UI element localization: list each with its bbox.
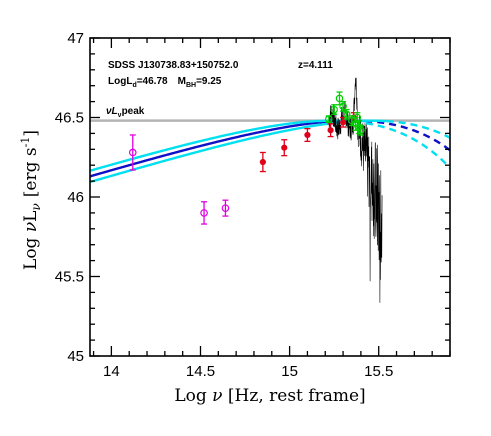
red-point <box>259 158 266 166</box>
magenta-point <box>128 148 137 157</box>
disk-model-lower-dashed <box>386 119 450 140</box>
peak-sub: ν <box>118 112 122 119</box>
y-label-symbol: ν <box>21 222 41 232</box>
axis-ticks <box>90 37 451 357</box>
x-label-symbol: ν <box>212 386 222 406</box>
log-ld-value: =46.78 <box>137 76 168 87</box>
x-axis-label: Log ν [Hz, rest frame] <box>174 386 365 406</box>
y-tick-label: 45.5 <box>55 269 84 286</box>
x-tick-label: 14 <box>103 363 120 380</box>
x-tick-label: 15 <box>281 363 298 380</box>
magenta-point <box>221 204 230 212</box>
green-point <box>330 105 338 114</box>
y-label-close: ] <box>21 130 41 137</box>
red-point <box>327 127 334 134</box>
green-point <box>342 110 351 119</box>
red-point <box>281 144 288 151</box>
luminosity-mass-label: LogLd=46.78 MBH=9.25 <box>108 76 222 89</box>
disk-model-dashed <box>365 119 450 152</box>
x-label-suffix: [Hz, rest frame] <box>223 386 366 406</box>
x-tick-label: 14.5 <box>186 363 215 380</box>
y-label-prefix: Log <box>21 232 41 270</box>
peak-prefix: νL <box>106 106 118 117</box>
disk-model-curves <box>90 119 450 184</box>
y-label-l: L <box>21 211 41 222</box>
plot-area <box>90 77 450 303</box>
peak-label: νLνpeak <box>106 106 145 119</box>
peak-suffix: peak <box>122 106 145 117</box>
axis-tick-labels: 14 14.5 15 15.5 45 45.5 46 46.5 47 <box>55 30 394 380</box>
disk-model-solid <box>90 119 366 178</box>
mbh-prefix: M <box>178 76 186 87</box>
disk-model-lower-solid <box>90 119 387 184</box>
magenta-point <box>200 209 208 217</box>
y-tick-label: 47 <box>67 30 84 47</box>
x-label-prefix: Log <box>174 386 212 406</box>
log-ld-sub: d <box>132 82 136 89</box>
y-axis-label: Log νLν [erg s-1] <box>19 130 43 270</box>
green-point <box>325 115 333 123</box>
photometry-points <box>128 91 365 225</box>
red-point <box>339 119 347 126</box>
redshift-label: z=4.111 <box>298 60 333 71</box>
mbh-sub: BH <box>186 82 196 89</box>
optical-spectrum <box>328 77 383 303</box>
disk-model-upper-solid <box>90 119 343 172</box>
log-ld-prefix: LogL <box>108 76 132 87</box>
y-label-exp: -1 <box>19 137 32 148</box>
mbh-value: =9.25 <box>196 76 222 87</box>
y-tick-label: 46.5 <box>55 110 84 127</box>
green-point <box>335 94 344 103</box>
spectrum-trace <box>328 77 383 303</box>
object-name: SDSS J130738.83+150752.0 <box>108 60 239 71</box>
green-point <box>357 126 365 135</box>
y-label-unit: [erg s <box>21 147 41 197</box>
y-tick-label: 45 <box>67 348 84 365</box>
y-tick-label: 46 <box>67 189 84 206</box>
y-label-nu-sub: ν <box>29 203 43 210</box>
green-point <box>339 102 347 111</box>
x-tick-label: 15.5 <box>364 363 393 380</box>
red-point <box>304 131 311 139</box>
